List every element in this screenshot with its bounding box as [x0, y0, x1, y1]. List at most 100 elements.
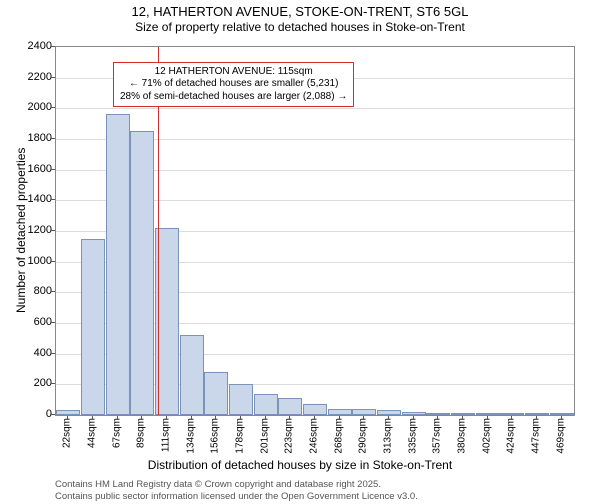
chart-container: 12, HATHERTON AVENUE, STOKE-ON-TRENT, ST…: [0, 4, 600, 504]
x-tick-mark: [117, 416, 118, 420]
y-tick-label: 1400: [12, 193, 52, 205]
x-tick-mark: [388, 416, 389, 420]
x-tick-label: 335sqm: [407, 418, 418, 454]
histogram-bar: [500, 413, 524, 415]
x-tick-mark: [536, 416, 537, 420]
x-tick-mark: [339, 416, 340, 420]
histogram-bar: [451, 413, 475, 415]
x-tick-label: 22sqm: [62, 418, 73, 448]
x-tick-label: 357sqm: [432, 418, 443, 454]
x-tick-label: 313sqm: [383, 418, 394, 454]
chart-subtitle: Size of property relative to detached ho…: [0, 20, 600, 34]
footer-line-1: Contains HM Land Registry data © Crown c…: [55, 479, 418, 490]
y-tick-mark: [51, 199, 55, 200]
y-tick-mark: [51, 261, 55, 262]
annotation-line: 12 HATHERTON AVENUE: 115sqm: [120, 66, 347, 79]
y-tick-label: 2000: [12, 101, 52, 113]
x-tick-label: 134sqm: [185, 418, 196, 454]
y-tick-label: 200: [12, 377, 52, 389]
y-tick-label: 400: [12, 347, 52, 359]
y-tick-mark: [51, 46, 55, 47]
annotation-line: ← 71% of detached houses are smaller (5,…: [120, 78, 347, 91]
x-tick-mark: [92, 416, 93, 420]
x-tick-label: 44sqm: [87, 418, 98, 448]
x-tick-mark: [314, 416, 315, 420]
x-tick-mark: [166, 416, 167, 420]
footer-line-2: Contains public sector information licen…: [55, 491, 418, 502]
histogram-bar: [328, 409, 352, 415]
x-tick-label: 201sqm: [259, 418, 270, 454]
histogram-bar: [377, 410, 401, 415]
y-tick-mark: [51, 383, 55, 384]
histogram-bar: [550, 413, 574, 415]
y-tick-label: 0: [12, 408, 52, 420]
x-tick-label: 67sqm: [111, 418, 122, 448]
histogram-bar: [352, 409, 376, 415]
y-tick-label: 2200: [12, 71, 52, 83]
y-tick-label: 600: [12, 316, 52, 328]
x-tick-mark: [413, 416, 414, 420]
x-tick-label: 380sqm: [457, 418, 468, 454]
y-tick-mark: [51, 169, 55, 170]
x-tick-label: 447sqm: [531, 418, 542, 454]
x-tick-mark: [462, 416, 463, 420]
x-tick-mark: [363, 416, 364, 420]
y-tick-mark: [51, 77, 55, 78]
y-tick-label: 1000: [12, 255, 52, 267]
histogram-bar: [278, 398, 302, 415]
x-tick-label: 178sqm: [235, 418, 246, 454]
x-tick-mark: [265, 416, 266, 420]
histogram-bar: [229, 384, 253, 415]
x-tick-mark: [191, 416, 192, 420]
x-tick-mark: [289, 416, 290, 420]
histogram-bar: [402, 412, 426, 415]
x-tick-label: 469sqm: [555, 418, 566, 454]
x-tick-label: 290sqm: [358, 418, 369, 454]
histogram-bar: [106, 114, 130, 415]
x-tick-label: 223sqm: [284, 418, 295, 454]
x-tick-mark: [437, 416, 438, 420]
y-tick-label: 1800: [12, 132, 52, 144]
x-tick-label: 402sqm: [481, 418, 492, 454]
annotation-box: 12 HATHERTON AVENUE: 115sqm← 71% of deta…: [113, 62, 354, 108]
x-tick-mark: [240, 416, 241, 420]
x-tick-label: 268sqm: [333, 418, 344, 454]
histogram-bar: [204, 372, 228, 415]
x-tick-label: 424sqm: [506, 418, 517, 454]
histogram-bar: [476, 413, 500, 415]
x-tick-label: 89sqm: [136, 418, 147, 448]
y-tick-mark: [51, 353, 55, 354]
footer-attribution: Contains HM Land Registry data © Crown c…: [55, 479, 418, 502]
y-tick-label: 800: [12, 285, 52, 297]
x-axis-label: Distribution of detached houses by size …: [0, 458, 600, 472]
y-tick-mark: [51, 230, 55, 231]
x-tick-mark: [215, 416, 216, 420]
x-tick-label: 111sqm: [161, 418, 172, 452]
x-tick-mark: [67, 416, 68, 420]
x-tick-mark: [561, 416, 562, 420]
titles-block: 12, HATHERTON AVENUE, STOKE-ON-TRENT, ST…: [0, 4, 600, 34]
annotation-line: 28% of semi-detached houses are larger (…: [120, 91, 347, 104]
x-tick-label: 246sqm: [309, 418, 320, 454]
x-tick-mark: [511, 416, 512, 420]
histogram-bar: [81, 239, 105, 415]
y-tick-mark: [51, 414, 55, 415]
histogram-bar: [525, 413, 549, 415]
gridline: [56, 108, 574, 109]
chart-title: 12, HATHERTON AVENUE, STOKE-ON-TRENT, ST…: [0, 4, 600, 19]
x-tick-mark: [487, 416, 488, 420]
y-tick-mark: [51, 291, 55, 292]
y-tick-mark: [51, 322, 55, 323]
histogram-bar: [180, 335, 204, 415]
plot-area: 12 HATHERTON AVENUE: 115sqm← 71% of deta…: [55, 46, 575, 416]
x-tick-mark: [141, 416, 142, 420]
y-tick-mark: [51, 107, 55, 108]
histogram-bar: [426, 413, 450, 415]
y-tick-label: 1200: [12, 224, 52, 236]
histogram-bar: [130, 131, 154, 415]
x-tick-label: 156sqm: [210, 418, 221, 454]
y-tick-label: 1600: [12, 163, 52, 175]
histogram-bar: [303, 404, 327, 415]
histogram-bar: [56, 410, 80, 415]
histogram-bar: [254, 394, 278, 415]
